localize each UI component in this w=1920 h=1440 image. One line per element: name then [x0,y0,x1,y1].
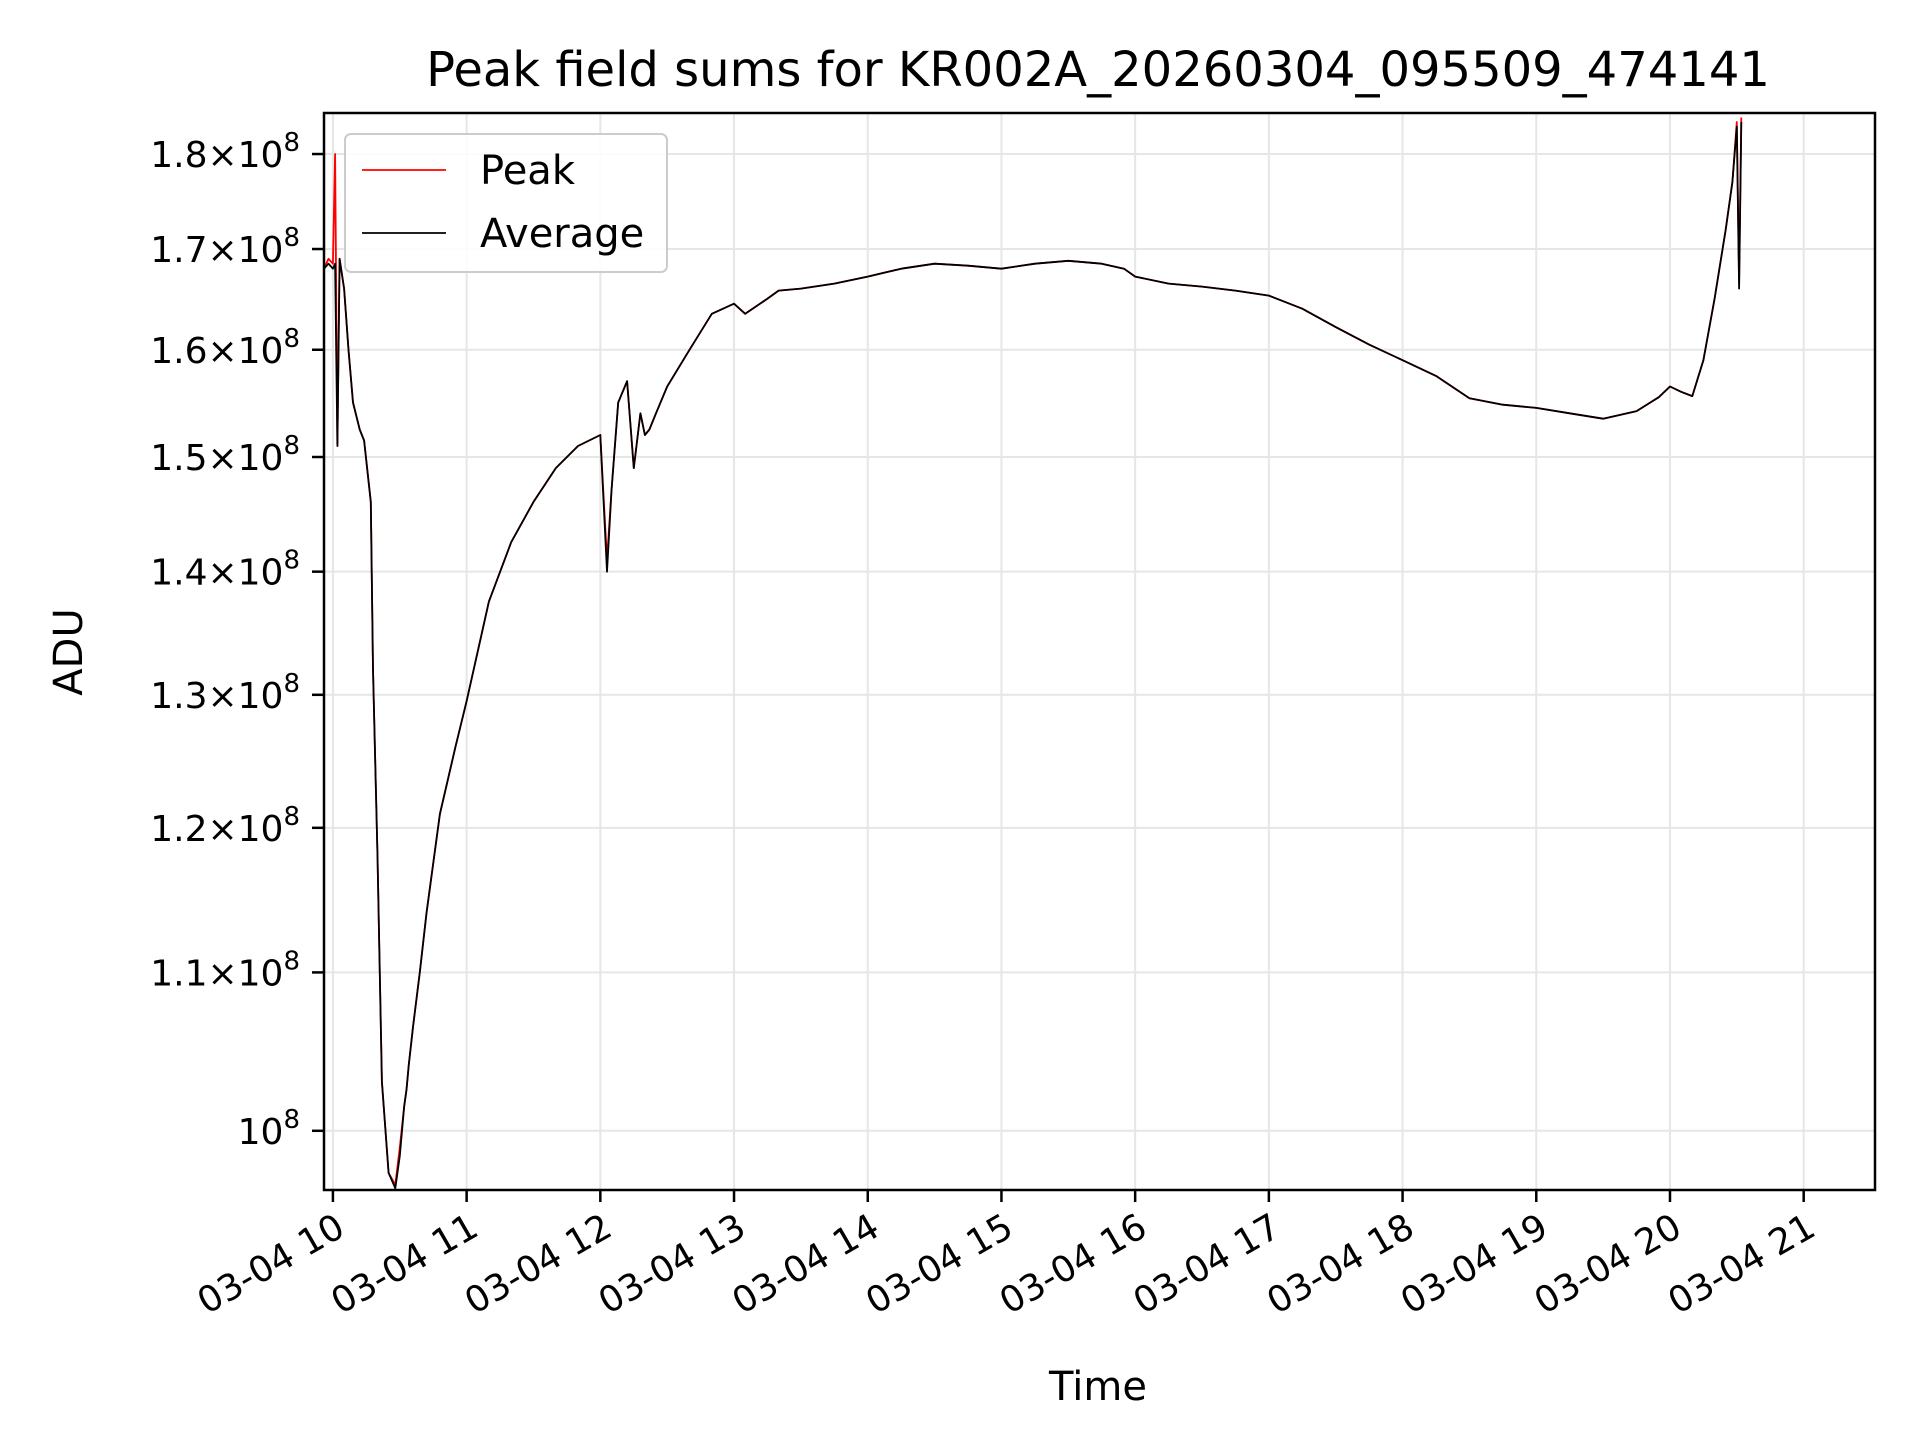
y-tick-label: 1.7×108 [150,223,300,271]
plot-frame [322,111,1877,1192]
series-line-average [323,121,1743,1190]
y-axis: 108 1.1×108 1.2×108 1.3×108 1.4×108 1.5×108 1.… [150,128,324,1153]
y-tick-label: 1.3×108 [150,669,300,717]
y-tick-label: 1.2×108 [150,802,300,850]
y-tick-label: 1.1×108 [150,946,300,994]
y-tick-label: 1.5×108 [150,431,300,479]
x-axis-label: Time [1048,1364,1147,1410]
y-tick-label: 1.8×108 [150,128,300,176]
legend-label-average: Average [480,211,644,257]
y-tick-label: 1.6×108 [150,324,300,372]
legend-label-peak: Peak [480,148,576,194]
y-tick-label: 1.4×108 [150,546,300,594]
chart-title: Peak field sums for KR002A_20260304_0955… [426,42,1770,98]
plot-lines [323,117,1743,1190]
gridlines [324,113,1875,1190]
legend: Peak Average [344,133,668,273]
y-axis-label: ADU [46,608,92,695]
y-tick-label: 108 [238,1105,300,1153]
legend-box [344,133,668,273]
